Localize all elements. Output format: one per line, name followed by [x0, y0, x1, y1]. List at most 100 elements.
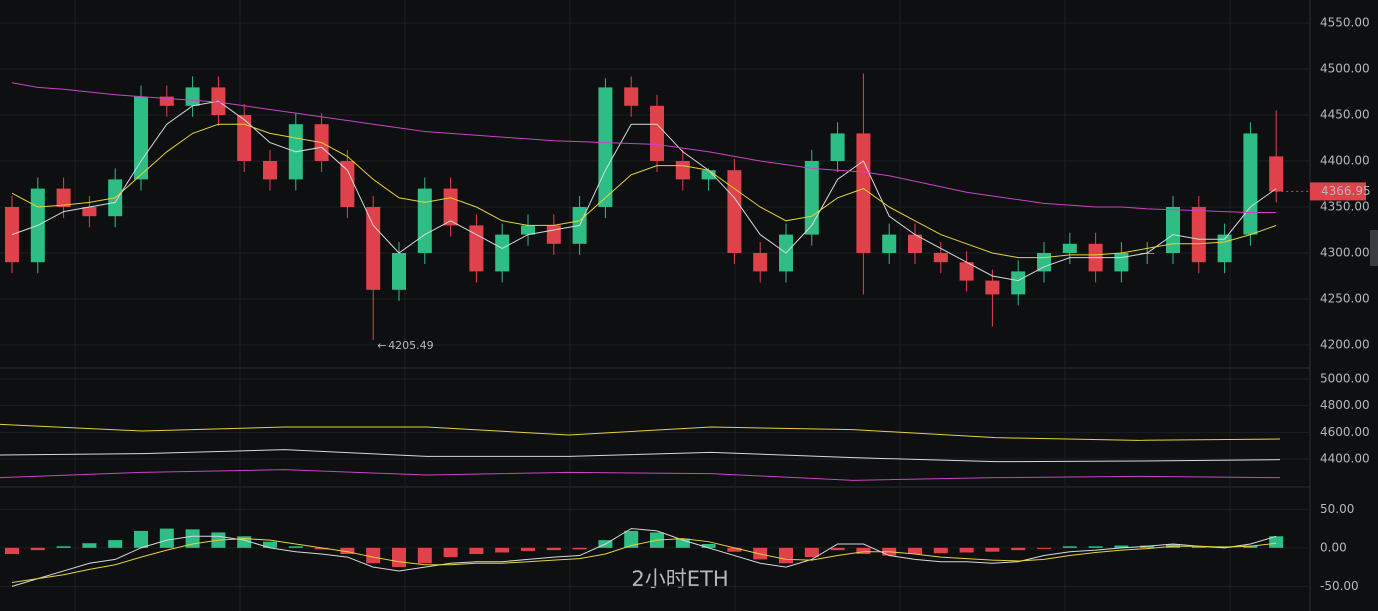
candle-body: [856, 133, 871, 253]
low-arrow: ←: [377, 339, 386, 352]
ma-line: [11, 123, 1277, 259]
macd-bar: [985, 547, 1000, 552]
macd-bar: [856, 547, 871, 555]
macd-bar: [959, 547, 974, 553]
ma-line: [11, 82, 1277, 214]
candle-body: [830, 133, 845, 161]
macd-bar: [701, 543, 716, 548]
macd-bar: [366, 547, 381, 564]
candle-body: [366, 207, 381, 290]
candle-body: [701, 170, 716, 180]
candle-body: [443, 188, 458, 226]
macd-bar: [417, 547, 432, 564]
candle-body: [804, 161, 819, 235]
low-label: 4205.49: [388, 339, 434, 352]
candle-body: [598, 87, 613, 207]
candle-body: [1037, 253, 1051, 272]
candle-body: [340, 161, 355, 207]
candle-body: [392, 253, 406, 290]
macd-bar: [1269, 536, 1284, 548]
candle-body: [1217, 234, 1232, 263]
macd-bar: [469, 547, 484, 555]
y-tick-label: 4300.00: [1320, 246, 1370, 260]
macd-bar: [933, 547, 948, 554]
macd-bar: [1011, 547, 1026, 551]
macd-bar: [1062, 546, 1077, 548]
candle-body: [624, 87, 639, 106]
macd-bar: [30, 547, 45, 551]
macd-bar: [288, 546, 303, 548]
y-tick-label: 4200.00: [1320, 338, 1370, 352]
candle-body: [908, 234, 922, 253]
band-line: [0, 423, 1281, 441]
macd-bar: [624, 530, 639, 548]
macd-line: [11, 538, 1277, 583]
candle-body: [521, 225, 535, 235]
macd-bar: [1088, 546, 1103, 548]
y-tick-label: 4500.00: [1320, 62, 1370, 76]
candle-body: [1062, 243, 1077, 253]
candle-body: [727, 170, 742, 253]
y-tick-label: 4800.00: [1320, 398, 1370, 412]
macd-bar: [263, 541, 277, 548]
candle-body: [1114, 253, 1129, 272]
candle-body: [882, 234, 897, 253]
ma-line: [11, 100, 1277, 282]
macd-bar: [134, 530, 148, 548]
candle-body: [1269, 156, 1284, 192]
y-tick-label: 4400.00: [1320, 452, 1370, 466]
macd-bar: [5, 547, 19, 555]
macd-bar: [521, 547, 535, 551]
y-tick-label: 4600.00: [1320, 425, 1370, 439]
candle-body: [1011, 271, 1026, 295]
macd-bar: [340, 547, 355, 555]
y-tick-label: 50.00: [1320, 502, 1354, 516]
candle-body: [1243, 133, 1258, 235]
y-tick-label: 4450.00: [1320, 108, 1370, 122]
band-line: [0, 469, 1281, 481]
macd-bar: [572, 547, 587, 550]
last-price-box: [1310, 182, 1366, 201]
candle-body: [675, 161, 690, 180]
macd-bar: [392, 547, 406, 568]
candle-body: [417, 188, 432, 253]
candle-body: [495, 234, 510, 272]
last-price-label: 4366.95: [1321, 184, 1371, 198]
candle-body: [185, 87, 200, 106]
candle-body: [1191, 207, 1206, 263]
macd-bar: [237, 536, 252, 548]
y-tick-label: 4350.00: [1320, 200, 1370, 214]
side-handle[interactable]: [1370, 230, 1378, 266]
candle-body: [753, 253, 768, 272]
candle-body: [985, 280, 1000, 295]
y-tick-label: 4550.00: [1320, 16, 1370, 30]
macd-bar: [830, 547, 845, 551]
band-line: [0, 449, 1281, 463]
candle-body: [134, 96, 148, 180]
y-tick-label: 0.00: [1320, 540, 1347, 554]
macd-bar: [159, 528, 174, 548]
candle-body: [1166, 207, 1180, 253]
macd-bar: [82, 543, 97, 548]
y-tick-label: 4250.00: [1320, 292, 1370, 306]
macd-line: [11, 528, 1277, 587]
candle-body: [263, 161, 277, 180]
macd-bar: [804, 547, 819, 558]
macd-bar: [546, 547, 561, 551]
macd-bar: [779, 547, 793, 564]
y-tick-label: 4400.00: [1320, 154, 1370, 168]
macd-bar: [1037, 547, 1051, 549]
candle-body: [159, 96, 174, 106]
macd-bar: [908, 547, 922, 555]
macd-bar: [314, 547, 329, 550]
y-tick-label: 5000.00: [1320, 372, 1370, 386]
candle-body: [546, 225, 561, 244]
candle-body: [650, 105, 664, 161]
candle-body: [959, 262, 974, 281]
candle-body: [56, 188, 71, 207]
candle-body: [933, 253, 948, 263]
macd-bar: [1191, 546, 1206, 548]
